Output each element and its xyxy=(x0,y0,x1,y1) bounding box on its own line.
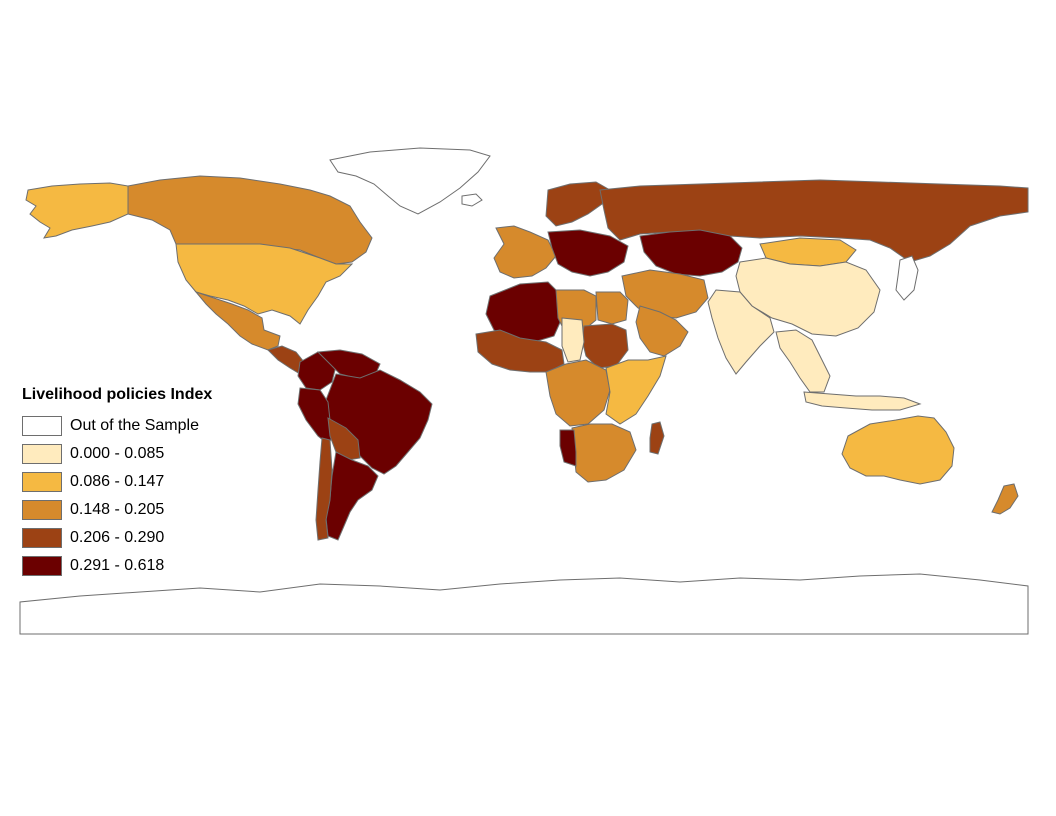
legend-label: 0.206 - 0.290 xyxy=(70,529,165,546)
legend-label: 0.000 - 0.085 xyxy=(70,445,165,462)
legend-swatch xyxy=(22,444,62,464)
region-madagascar xyxy=(649,421,665,455)
region-canada xyxy=(127,175,373,265)
legend-item: 0.206 - 0.290 xyxy=(22,524,212,552)
region-arabian-peninsula xyxy=(635,305,689,357)
region-southeast-asia xyxy=(775,329,831,393)
region-north-africa-west xyxy=(485,281,563,343)
legend-swatch xyxy=(22,556,62,576)
region-greenland xyxy=(329,147,491,215)
legend-label: 0.291 - 0.618 xyxy=(70,557,165,574)
legend-label: 0.086 - 0.147 xyxy=(70,473,165,490)
region-middle-east xyxy=(621,269,709,319)
legend-label: Out of the Sample xyxy=(70,417,199,434)
region-chad xyxy=(561,317,585,363)
region-eastern-europe xyxy=(547,229,629,277)
legend-item: 0.291 - 0.618 xyxy=(22,552,212,580)
region-india xyxy=(707,289,775,375)
region-scandinavia xyxy=(545,181,611,227)
region-bolivia xyxy=(327,417,361,461)
region-japan xyxy=(895,255,919,301)
legend-item: Out of the Sample xyxy=(22,412,212,440)
region-antarctica xyxy=(19,573,1029,635)
region-iceland xyxy=(461,193,483,207)
region-east-africa xyxy=(605,355,667,425)
region-indonesia xyxy=(803,391,922,411)
region-russia xyxy=(599,179,1029,263)
legend-item: 0.148 - 0.205 xyxy=(22,496,212,524)
legend-label: 0.148 - 0.205 xyxy=(70,501,165,518)
region-namibia xyxy=(559,429,577,467)
map-legend: Livelihood policies Index Out of the Sam… xyxy=(22,386,212,580)
region-alaska xyxy=(25,182,129,239)
region-western-europe xyxy=(493,225,557,279)
legend-title: Livelihood policies Index xyxy=(22,386,213,403)
legend-swatch xyxy=(22,500,62,520)
legend-item: 0.086 - 0.147 xyxy=(22,468,212,496)
legend-item: 0.000 - 0.085 xyxy=(22,440,212,468)
region-southern-africa xyxy=(571,423,637,483)
region-kazakhstan xyxy=(639,229,743,277)
region-australia xyxy=(841,415,955,485)
legend-swatch xyxy=(22,472,62,492)
region-mexico xyxy=(194,290,281,351)
region-chile xyxy=(315,437,333,541)
region-egypt xyxy=(595,291,629,325)
region-new-zealand xyxy=(991,483,1019,515)
region-central-africa xyxy=(545,359,611,427)
legend-swatch xyxy=(22,528,62,548)
legend-swatch xyxy=(22,416,62,436)
